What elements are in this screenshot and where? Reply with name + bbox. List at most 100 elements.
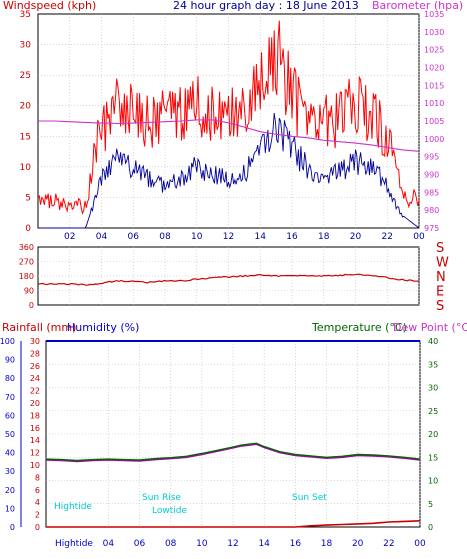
windspeed-tick-label: 10 bbox=[20, 163, 32, 173]
wind-x-tick-label: 10 bbox=[191, 232, 203, 242]
temperature-tick-label: 15 bbox=[428, 453, 438, 462]
direction-compass-label: N bbox=[436, 270, 446, 285]
temperature-axis: 0 5 10 15 20 25 30 35 40 bbox=[428, 337, 438, 532]
wind-average-line bbox=[38, 113, 420, 229]
temperature-line bbox=[45, 442, 421, 462]
windspeed-tick-label: 25 bbox=[20, 71, 31, 81]
direction-degree-tick-label: 270 bbox=[19, 258, 34, 267]
humidity-tick-label: 60 bbox=[5, 411, 15, 420]
windspeed-tick-label: 15 bbox=[20, 132, 31, 142]
humidity-tick-label: 30 bbox=[5, 467, 15, 476]
lower-x-tick-label: 00 bbox=[414, 539, 426, 549]
humidity-axis: 0 10 20 30 40 50 60 70 80 90 100 bbox=[0, 337, 22, 532]
direction-panel-grid bbox=[38, 247, 420, 305]
lower-x-tick-label: 20 bbox=[352, 539, 364, 549]
lower-x-tick-label: 12 bbox=[227, 539, 238, 549]
rainfall-tick-label: 20 bbox=[30, 399, 40, 408]
temperature-tick-label: 25 bbox=[428, 407, 438, 416]
rainfall-tick-label: 0 bbox=[35, 523, 40, 532]
rainfall-tick-label: 26 bbox=[30, 362, 40, 371]
hightide-label: Hightide bbox=[54, 502, 92, 512]
barometer-tick-label: 990 bbox=[424, 171, 439, 180]
temperature-tick-label: 10 bbox=[428, 477, 438, 486]
wind-time-axis: 02 04 06 08 10 12 14 16 18 20 22 00 bbox=[64, 232, 425, 242]
direction-degree-tick-label: 180 bbox=[19, 272, 34, 281]
temperature-tick-label: 30 bbox=[428, 384, 438, 393]
windspeed-tick-label: 30 bbox=[20, 41, 32, 51]
barometer-axis-title: Barometer (hpa) bbox=[372, 0, 463, 12]
wind-x-tick-label: 04 bbox=[96, 232, 108, 242]
rainfall-tick-label: 6 bbox=[35, 486, 40, 495]
direction-degree-tick-label: 90 bbox=[24, 287, 34, 296]
barometer-tick-label: 1010 bbox=[424, 99, 444, 108]
wind-x-tick-label: 00 bbox=[413, 232, 425, 242]
direction-degree-axis: 0 90 180 270 360 bbox=[19, 243, 34, 310]
barometer-tick-label: 1025 bbox=[424, 46, 444, 55]
barometer-tick-label: 1030 bbox=[424, 28, 444, 37]
rainfall-line bbox=[46, 520, 421, 528]
direction-compass-label: W bbox=[436, 256, 449, 271]
rainfall-tick-label: 2 bbox=[35, 511, 40, 520]
rainfall-tick-label: 4 bbox=[35, 498, 40, 507]
barometer-tick-label: 1035 bbox=[424, 10, 444, 19]
graph-title: 24 hour graph day : 18 June 2013 bbox=[173, 0, 359, 12]
humidity-tick-label: 100 bbox=[0, 337, 15, 346]
windspeed-tick-label: 35 bbox=[20, 10, 31, 20]
lower-x-tick-label: 08 bbox=[165, 539, 177, 549]
lower-x-tick-label: 16 bbox=[290, 539, 302, 549]
wind-x-tick-label: 08 bbox=[159, 232, 171, 242]
wind-x-tick-label: 16 bbox=[286, 232, 298, 242]
sunrise-label: Sun Rise bbox=[142, 493, 181, 503]
wind-series bbox=[37, 20, 420, 229]
humidity-tick-label: 70 bbox=[5, 393, 15, 402]
lower-x-tick-label: 06 bbox=[134, 539, 146, 549]
lower-x-tick-label: 18 bbox=[321, 539, 333, 549]
temperature-tick-label: 40 bbox=[428, 337, 438, 346]
rainfall-tick-label: 30 bbox=[30, 337, 40, 346]
barometer-tick-label: 1015 bbox=[424, 81, 444, 90]
temperature-tick-label: 20 bbox=[428, 430, 438, 439]
temperature-tick-label: 35 bbox=[428, 360, 438, 369]
barometer-tick-label: 1020 bbox=[424, 64, 444, 73]
windspeed-tick-label: 20 bbox=[20, 102, 32, 112]
humidity-tick-label: 0 bbox=[10, 523, 15, 532]
direction-degree-tick-label: 0 bbox=[29, 301, 34, 310]
lower-x-tick-label: 04 bbox=[103, 539, 115, 549]
humidity-tick-label: 10 bbox=[5, 504, 15, 513]
barometer-tick-label: 980 bbox=[424, 206, 439, 215]
sunset-label: Sun Set bbox=[292, 493, 327, 503]
hightide-axis-label: Hightide bbox=[55, 539, 93, 549]
humidity-tick-label: 50 bbox=[5, 430, 15, 439]
dewpoint-line bbox=[45, 443, 421, 463]
wind-x-tick-label: 02 bbox=[64, 232, 75, 242]
direction-compass-label: E bbox=[436, 285, 444, 300]
barometer-tick-label: 985 bbox=[424, 188, 439, 197]
direction-compass-label: S bbox=[436, 241, 444, 256]
wind-x-tick-label: 06 bbox=[128, 232, 140, 242]
lower-x-tick-label: 10 bbox=[196, 539, 208, 549]
rainfall-tick-label: 10 bbox=[30, 461, 40, 470]
lower-series bbox=[45, 340, 421, 528]
windspeed-tick-label: 0 bbox=[25, 224, 31, 234]
rainfall-tick-label: 14 bbox=[30, 436, 40, 445]
rainfall-tick-label: 18 bbox=[30, 411, 40, 420]
rainfall-tick-label: 16 bbox=[30, 424, 40, 433]
humidity-tick-label: 80 bbox=[5, 374, 15, 383]
barometer-axis: 975 980 985 990 995 1000 1005 1010 1015 1020 1025 1… bbox=[424, 10, 444, 233]
windspeed-axis-title: Windspeed (kph) bbox=[3, 0, 96, 12]
humidity-tick-label: 40 bbox=[5, 449, 15, 458]
barometer-tick-label: 1005 bbox=[424, 117, 444, 126]
wind-x-tick-label: 12 bbox=[223, 232, 234, 242]
rainfall-tick-label: 8 bbox=[35, 473, 40, 482]
wind-x-tick-label: 14 bbox=[255, 232, 267, 242]
windspeed-axis: 0 5 10 15 20 25 30 35 bbox=[20, 10, 32, 234]
lower-panel-grid bbox=[46, 341, 421, 527]
rainfall-tick-label: 22 bbox=[30, 387, 40, 396]
wind-gust-line bbox=[37, 20, 420, 215]
direction-series bbox=[37, 273, 420, 286]
wind-x-tick-label: 22 bbox=[382, 232, 393, 242]
lowtide-label: Lowtide bbox=[152, 506, 187, 516]
rainfall-axis-title: Rainfall (mm) bbox=[2, 321, 76, 334]
